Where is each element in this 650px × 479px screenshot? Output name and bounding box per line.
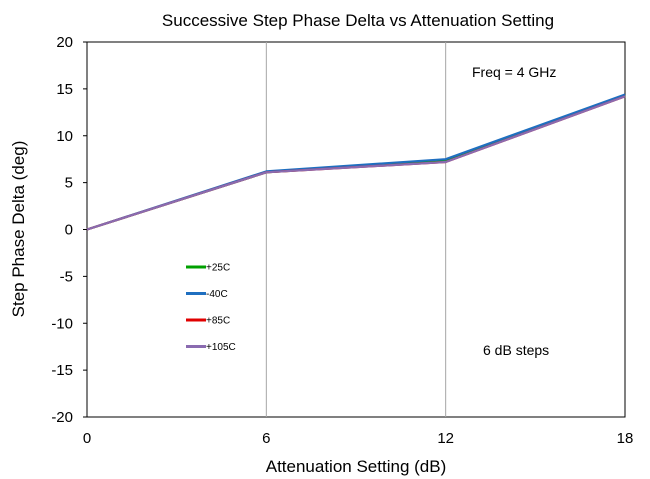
y-tick-label: 5 — [65, 175, 73, 192]
series-line-0 — [86, 94, 626, 231]
legend-label-0: +25C — [206, 263, 230, 274]
series-line-3 — [86, 95, 626, 231]
x-tick-label: 6 — [262, 430, 270, 447]
y-axis-label: Step Phase Delta (deg) — [9, 141, 28, 318]
x-tick-label: 0 — [83, 430, 91, 447]
series-lines — [86, 93, 626, 231]
y-tick-label: -15 — [51, 362, 73, 379]
x-axis-ticks: 0 6 12 18 — [83, 430, 634, 447]
frequency-annotation: Freq = 4 GHz — [472, 64, 556, 80]
legend-label-1: -40C — [206, 289, 228, 300]
series-line-2 — [86, 95, 626, 231]
y-axis-ticks: 20 15 10 5 0 -5 -10 -15 -20 — [51, 34, 87, 426]
grid — [265, 42, 447, 417]
x-tick-label: 18 — [617, 430, 634, 447]
y-tick-label: 10 — [56, 128, 73, 145]
y-tick-label: 20 — [56, 34, 73, 51]
legend-label-3: +105C — [206, 342, 236, 353]
x-axis-label: Attenuation Setting (dB) — [266, 457, 447, 476]
y-tick-label: -20 — [51, 409, 73, 426]
series-line-1 — [86, 93, 626, 231]
x-tick-label: 12 — [437, 430, 454, 447]
legend-label-2: +85C — [206, 316, 230, 327]
y-tick-label: -10 — [51, 315, 73, 332]
plot-area — [86, 41, 626, 418]
y-tick-label: 0 — [65, 222, 73, 239]
y-tick-label: -5 — [60, 268, 73, 285]
legend: +25C -40C +85C +105C — [186, 263, 236, 353]
chart-title: Successive Step Phase Delta vs Attenuati… — [162, 11, 554, 30]
step-annotation: 6 dB steps — [483, 342, 549, 358]
y-tick-label: 15 — [56, 81, 73, 98]
